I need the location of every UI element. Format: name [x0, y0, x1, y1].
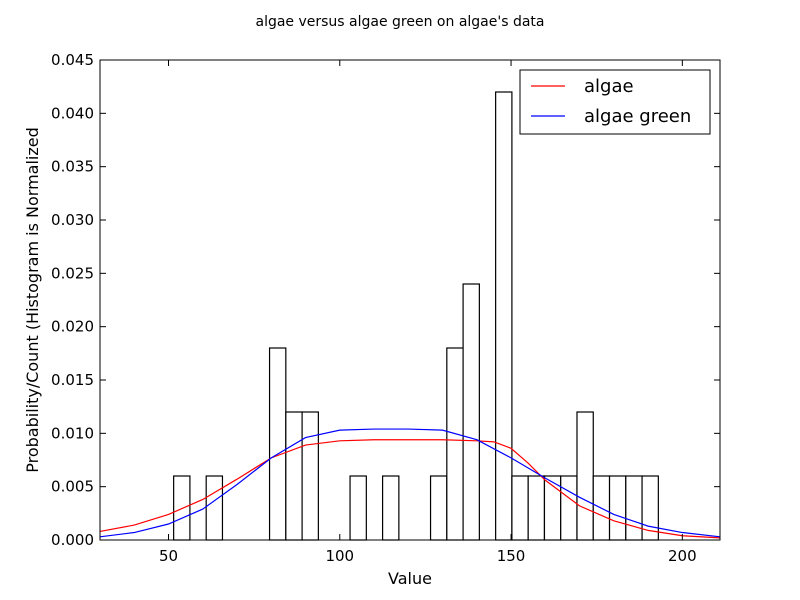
y-tick-label: 0.030 — [51, 211, 94, 229]
series-line-algae — [99, 439, 721, 539]
legend-label-algae-green: algae green — [584, 106, 691, 127]
histogram-bar — [446, 347, 464, 541]
legend-label-algae: algae — [584, 76, 634, 97]
histogram-bar — [205, 475, 224, 541]
histogram-bar — [349, 475, 367, 541]
plot-frame — [99, 59, 721, 541]
histogram-bar — [625, 475, 643, 541]
histogram-bar — [560, 475, 578, 541]
x-axis-label: Value — [388, 569, 432, 588]
legend-box — [519, 69, 711, 135]
y-axis-label: Probability/Count (Histogram is Normaliz… — [23, 127, 42, 473]
y-tick-label: 0.025 — [51, 264, 94, 282]
histogram-bar — [301, 411, 319, 541]
x-tick-label: 100 — [325, 547, 354, 565]
legend: algae algae green — [519, 69, 711, 135]
y-tick-label: 0.040 — [51, 104, 94, 122]
chart-title: algae versus algae green on algae's data — [255, 14, 544, 30]
y-tick-label: 0.045 — [51, 51, 94, 69]
x-tick-label: 50 — [159, 547, 178, 565]
histogram-bar — [285, 411, 303, 541]
histogram-bar — [608, 475, 627, 541]
x-tick-label: 200 — [668, 547, 697, 565]
histogram-bar — [381, 475, 400, 541]
y-tick-label: 0.005 — [51, 478, 94, 496]
density-curves — [99, 428, 721, 539]
series-line-algae-green — [99, 428, 721, 538]
y-tick-label: 0.020 — [51, 318, 94, 336]
histogram-bar — [576, 411, 594, 541]
histogram-bar — [495, 91, 513, 541]
x-tick-label: 150 — [497, 547, 526, 565]
y-tick-label: 0.015 — [51, 371, 94, 389]
y-axis-ticks: 0.000 0.005 0.010 0.015 0.020 0.025 0.030 0.035… — [51, 51, 720, 549]
histogram-bar — [511, 475, 529, 541]
x-axis-ticks: 50 100 150 200 — [159, 60, 697, 565]
histogram-bar — [527, 475, 546, 541]
plot-area — [100, 60, 720, 540]
y-tick-label: 0.035 — [51, 158, 94, 176]
histogram-bar — [268, 347, 287, 541]
histogram-bars — [173, 91, 659, 541]
histogram-bar — [462, 283, 480, 541]
y-tick-label: 0.010 — [51, 424, 94, 442]
histogram-bar — [429, 475, 448, 541]
y-tick-label: 0.000 — [51, 531, 94, 549]
